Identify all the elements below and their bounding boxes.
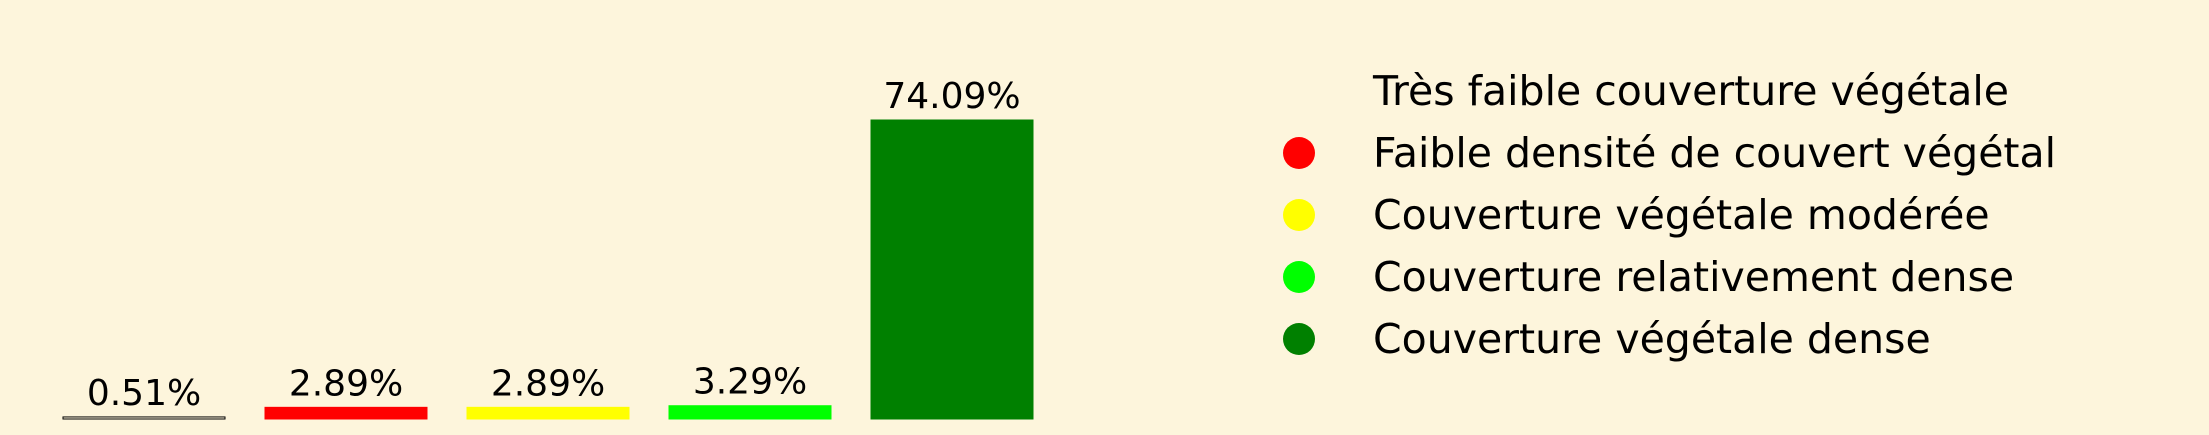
bar-value-label-2: 2.89%	[289, 363, 403, 404]
bar-value-label-3: 2.89%	[491, 363, 605, 404]
value-labels-group: 0.51% 2.89% 2.89% 3.29% 74.09%	[87, 76, 1021, 414]
legend-label-1: Très faible couverture végétale	[1372, 67, 2009, 115]
legend-label-3: Couverture végétale modérée	[1373, 191, 1990, 239]
bar-4	[668, 405, 832, 420]
bar-value-label-4: 3.29%	[693, 362, 807, 403]
legend-item-3: Couverture végétale modérée	[1283, 191, 1990, 239]
legend-label-2: Faible densité de couvert végétal	[1373, 129, 2056, 177]
legend-marker-3	[1283, 199, 1315, 231]
legend-item-2: Faible densité de couvert végétal	[1283, 129, 2056, 177]
legend: Très faible couverture végétale Faible de…	[1283, 67, 2056, 363]
bars-group	[62, 119, 1034, 420]
bar-value-label-5: 74.09%	[883, 76, 1020, 117]
legend-marker-1	[1283, 75, 1315, 107]
bar-value-label-1: 0.51%	[87, 373, 201, 414]
legend-marker-2	[1283, 137, 1315, 169]
legend-label-4: Couverture relativement dense	[1373, 253, 2014, 301]
bar-1	[62, 416, 226, 420]
legend-marker-5	[1283, 323, 1315, 355]
legend-item-5: Couverture végétale dense	[1283, 315, 1931, 363]
bar-5	[870, 119, 1034, 420]
legend-item-1: Très faible couverture végétale	[1283, 67, 2009, 115]
legend-item-4: Couverture relativement dense	[1283, 253, 2014, 301]
bar-2	[264, 406, 428, 420]
legend-label-5: Couverture végétale dense	[1373, 315, 1931, 363]
legend-marker-4	[1283, 261, 1315, 293]
bar-3	[466, 406, 630, 420]
